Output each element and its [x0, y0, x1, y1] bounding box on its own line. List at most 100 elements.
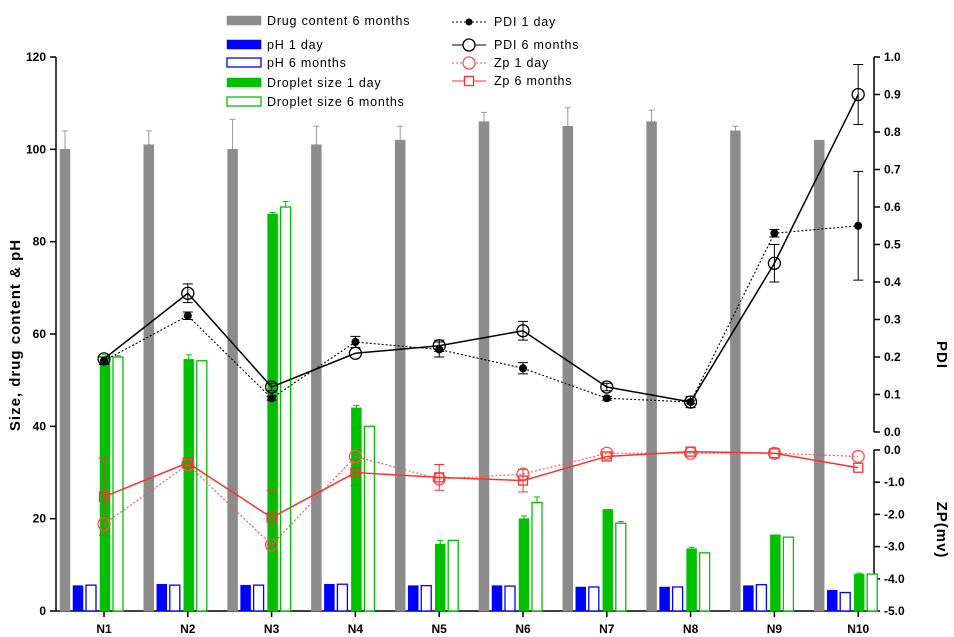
legend-marker — [465, 18, 473, 26]
y-pdi-tick-label: 0.3 — [884, 313, 901, 327]
bar — [659, 586, 670, 612]
x-tick-label: N1 — [96, 622, 112, 636]
bar — [478, 121, 490, 612]
bar — [279, 206, 292, 612]
bar — [434, 543, 446, 612]
bar — [562, 126, 574, 612]
bar — [755, 584, 768, 612]
bar — [420, 584, 432, 612]
bar — [491, 585, 503, 612]
bar — [518, 518, 530, 612]
data-point — [516, 324, 530, 338]
bar — [156, 583, 168, 612]
series-line — [103, 450, 859, 519]
bar — [407, 585, 419, 612]
legend-label: pH 6 months — [267, 56, 347, 70]
legend-marker — [463, 75, 475, 87]
y-zp-tick-label: -1.0 — [884, 475, 905, 489]
y-axis-left-label: Size, drug content & pH — [7, 239, 24, 431]
axes-group — [50, 56, 880, 617]
bar — [351, 407, 362, 612]
y-zp-tick-label: -3.0 — [884, 540, 905, 554]
data-point — [266, 512, 277, 523]
bar — [813, 139, 825, 612]
legend-label: Drug content 6 months — [267, 14, 410, 28]
series-line — [103, 452, 859, 546]
data-point — [602, 394, 611, 403]
bar — [447, 539, 459, 612]
bar — [112, 356, 124, 612]
y-left-tick-label: 20 — [33, 512, 47, 526]
bar — [531, 501, 543, 612]
y-left-tick-label: 0 — [39, 604, 46, 618]
legend-label: Droplet size 6 months — [267, 95, 405, 109]
legend: Drug content 6 months pH 1 day pH 6 months… — [226, 14, 579, 109]
series-line — [103, 94, 859, 403]
data-point — [685, 446, 696, 457]
y-pdi-tick-label: 0.0 — [884, 425, 901, 439]
data-point — [769, 448, 780, 459]
legend-swatch — [226, 15, 262, 26]
bar — [196, 360, 208, 612]
bar — [394, 139, 406, 612]
data-point — [767, 256, 782, 270]
y-pdi-tick-label: 0.6 — [884, 200, 901, 214]
x-tick-label: N9 — [767, 622, 783, 636]
legend-marker — [462, 56, 476, 70]
y-axis-pdi-label: PDI — [933, 341, 950, 369]
legend-swatch — [226, 39, 262, 50]
data-point — [97, 352, 111, 366]
bar — [311, 144, 322, 612]
bar — [646, 121, 657, 612]
x-tick-label: N7 — [599, 622, 615, 636]
y-left-tick-label: 100 — [26, 142, 46, 156]
data-point — [267, 394, 276, 403]
series-line — [103, 225, 859, 403]
bar — [143, 144, 155, 612]
bar — [698, 552, 711, 612]
bar — [853, 573, 865, 612]
legend-label: Droplet size 1 day — [267, 76, 381, 90]
data-point — [264, 380, 279, 394]
bar — [363, 425, 376, 612]
y-left-tick-label: 60 — [33, 327, 47, 341]
y-pdi-tick-label: 0.4 — [884, 275, 901, 289]
bar — [782, 536, 795, 612]
y-pdi-tick-label: 0.8 — [884, 125, 901, 139]
data-point — [181, 286, 195, 300]
bar — [336, 583, 349, 612]
data-point — [600, 380, 614, 394]
y-pdi-tick-label: 0.5 — [884, 238, 901, 252]
legend-label: PDI 6 months — [494, 38, 579, 52]
data-point — [351, 338, 360, 346]
y-zp-tick-label: -2.0 — [884, 507, 905, 521]
y-pdi-tick-label: 0.2 — [884, 350, 901, 364]
data-point — [853, 462, 864, 473]
bar — [671, 586, 684, 612]
bar — [85, 584, 97, 612]
data-point — [854, 221, 863, 230]
data-point — [851, 87, 865, 102]
x-tick-label: N2 — [180, 622, 196, 636]
lines-group — [97, 64, 865, 552]
bar — [99, 359, 111, 612]
data-point — [182, 457, 193, 469]
bar — [169, 584, 181, 612]
y-pdi-tick-label: 0.1 — [884, 388, 901, 402]
y-pdi-tick-label: 0.9 — [884, 88, 901, 102]
bar — [839, 591, 851, 612]
bar — [770, 534, 781, 612]
y-pdi-tick-label: 0.7 — [884, 163, 901, 177]
bar — [730, 130, 741, 612]
data-point — [517, 475, 529, 486]
legend-label: Zp 6 months — [494, 74, 572, 88]
bar — [588, 586, 600, 612]
legend-marker — [462, 38, 476, 52]
bar — [602, 509, 614, 612]
data-point — [183, 311, 192, 320]
data-point — [683, 395, 698, 409]
bar — [227, 149, 238, 612]
legend-label: Zp 1 day — [494, 56, 549, 70]
bar — [240, 584, 251, 612]
